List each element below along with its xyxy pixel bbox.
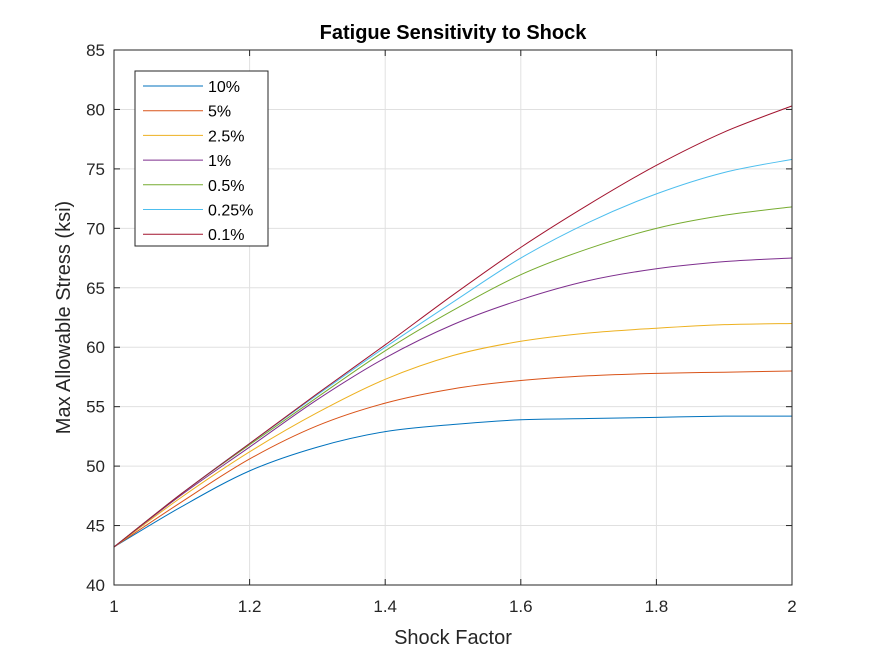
legend: 10% 5% 2.5% 1% 0.5% 0.25% 0.1%	[134, 70, 269, 247]
x-axis-label: Shock Factor	[394, 627, 512, 649]
legend-box	[134, 70, 269, 247]
legend-entry: 0.5%	[208, 178, 244, 195]
axes-box	[113, 49, 793, 586]
x-tick-label: 1.4	[373, 597, 397, 616]
series-line-5%	[113, 370, 793, 548]
y-axis-label: Max Allowable Stress (ksi)	[53, 201, 75, 434]
y-tick-label: 45	[86, 517, 105, 536]
legend-entry: 2.5%	[208, 128, 244, 145]
y-tick-label: 60	[86, 338, 105, 357]
x-tick-label: 2	[787, 597, 796, 616]
ticks	[113, 49, 793, 586]
legend-entry: 5%	[208, 104, 231, 121]
series-line-10%	[113, 415, 793, 548]
series-line-1%	[113, 257, 793, 548]
y-tick-label: 40	[86, 576, 105, 595]
legend-entry: 0.1%	[208, 227, 244, 244]
legend-entry: 1%	[208, 153, 231, 170]
y-tick-label: 80	[86, 100, 105, 119]
x-tick-label: 1.8	[645, 597, 669, 616]
y-tick-label: 70	[86, 219, 105, 238]
chart-title: Fatigue Sensitivity to Shock	[320, 22, 588, 44]
y-tick-label: 85	[86, 41, 105, 60]
series-layer	[113, 105, 793, 548]
series-line-0.1%	[113, 105, 793, 548]
y-tick-label: 55	[86, 398, 105, 417]
series-line-2.5%	[113, 322, 793, 548]
x-tick-label: 1	[109, 597, 118, 616]
legend-entry: 10%	[208, 79, 240, 96]
y-tick-label: 65	[86, 279, 105, 298]
tick-labels: 1 1.2 1.4 1.6 1.8 2 40 45 50 55 60 65 70 75 80 85	[86, 41, 797, 616]
x-tick-label: 1.6	[509, 597, 533, 616]
y-tick-label: 50	[86, 457, 105, 476]
x-tick-label: 1.2	[238, 597, 262, 616]
legend-entry: 0.25%	[208, 203, 253, 220]
y-tick-label: 75	[86, 160, 105, 179]
